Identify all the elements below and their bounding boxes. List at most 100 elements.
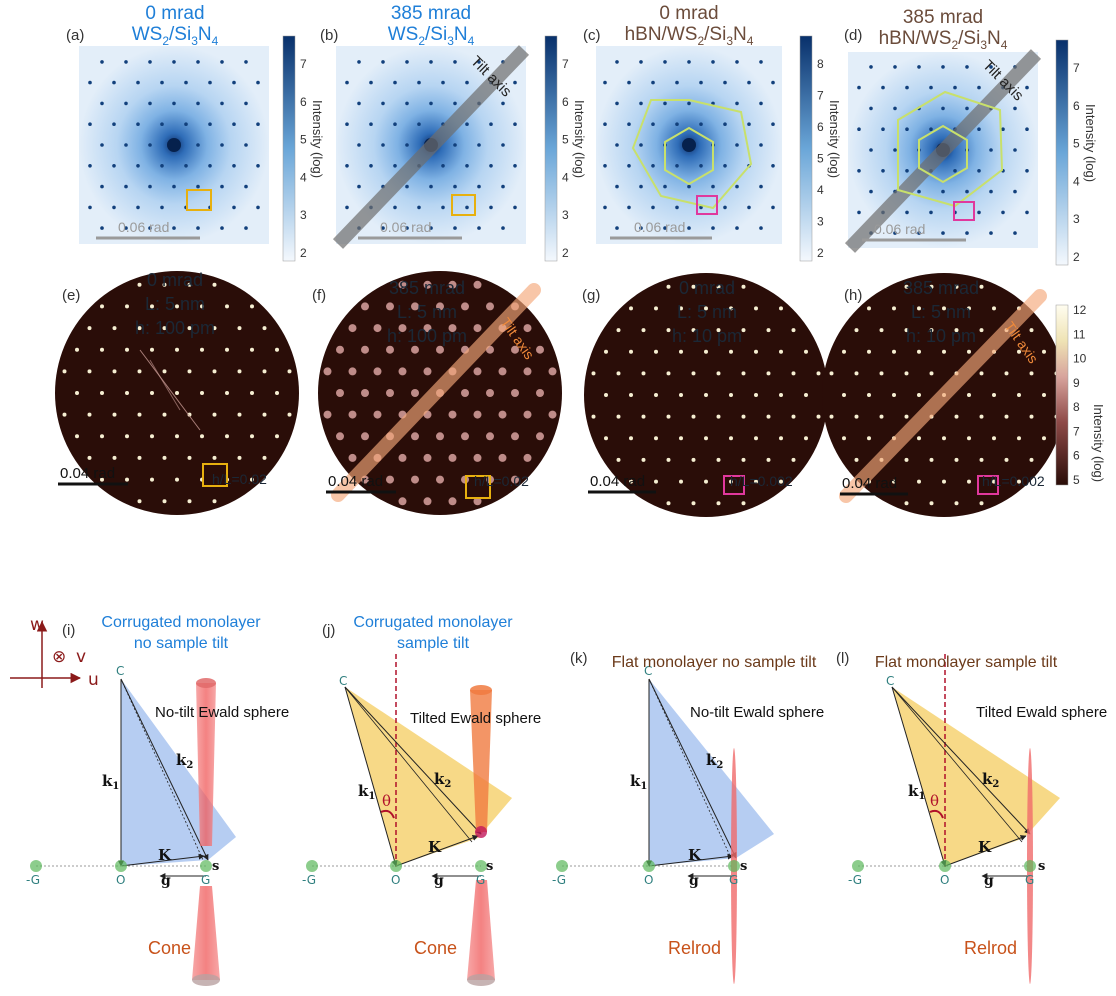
bragg-spot [615, 60, 619, 64]
sim-title-f: 385 mrad L: 5 nm h: 100 pm [352, 276, 502, 348]
k2-label: k2 [176, 751, 193, 771]
colorbar-tick: 2 [300, 246, 307, 260]
sim-spot [449, 497, 457, 505]
sim-spot [75, 434, 79, 438]
sim-spot [629, 393, 633, 397]
bragg-spot [881, 127, 885, 131]
sim-spot [336, 432, 344, 440]
bragg-spot [453, 102, 457, 106]
g-label: g [984, 873, 994, 889]
bragg-spot [244, 185, 248, 189]
sim-spot [499, 454, 507, 462]
diagram-i: (i) C No-tilt Ewald sphere k1 k2 K s g O… [26, 622, 289, 986]
bragg-spot [1013, 107, 1017, 111]
bragg-spot [417, 81, 421, 85]
sim-spot [704, 480, 708, 484]
bragg-spot [651, 206, 655, 210]
bragg-spot [244, 102, 248, 106]
diag-title-j: Corrugated monolayer sample tilt [348, 612, 518, 654]
bragg-spot [759, 185, 763, 189]
bragg-spot [489, 206, 493, 210]
bragg-spot [148, 60, 152, 64]
scale-label: 0.06 rad [118, 219, 169, 235]
bragg-spot [989, 190, 993, 194]
sim-spot [704, 350, 708, 354]
sim-spot [867, 436, 871, 440]
sim-spot [138, 499, 142, 503]
bragg-spot [345, 81, 349, 85]
cone-base [192, 974, 220, 986]
bragg-spot [687, 60, 691, 64]
sim-spot [336, 389, 344, 397]
sim-spot [113, 456, 117, 460]
sim-spot [88, 369, 92, 373]
bragg-spot [759, 226, 763, 230]
sim-spot [63, 369, 67, 373]
sim-spot [213, 499, 217, 503]
bragg-spot [977, 127, 981, 131]
sim-spot [855, 415, 859, 419]
scale-label: 0.04 rad [328, 473, 383, 490]
sim-spot [125, 348, 129, 352]
sim-spot [125, 434, 129, 438]
sim-spot [692, 458, 696, 462]
ratio-label: h/L=0.02 [212, 471, 267, 487]
bragg-spot [405, 60, 409, 64]
sim-spot [200, 434, 204, 438]
sim-spot [336, 346, 344, 354]
sim-spot [1005, 371, 1009, 375]
bragg-spot [148, 102, 152, 106]
sim-spot [1017, 393, 1021, 397]
panel-letter: (g) [582, 287, 600, 304]
intersection-point [475, 826, 487, 838]
O-label: O [116, 873, 125, 887]
bragg-spot [369, 122, 373, 126]
sim-spot [717, 501, 721, 505]
sim-spot [967, 480, 971, 484]
bragg-spot [917, 190, 921, 194]
C-label: C [886, 674, 894, 688]
sim-spot [792, 415, 796, 419]
sim-spot [125, 391, 129, 395]
sim-spot [1030, 458, 1034, 462]
sim-spot [536, 389, 544, 397]
bragg-spot [88, 122, 92, 126]
bragg-spot [136, 164, 140, 168]
bragg-spot [699, 81, 703, 85]
bragg-spot [639, 60, 643, 64]
sim-spot [486, 432, 494, 440]
bragg-spot [220, 102, 224, 106]
bragg-spot [393, 206, 397, 210]
bragg-spot [941, 107, 945, 111]
sim-spot [163, 413, 167, 417]
bragg-spot [615, 226, 619, 230]
sim-spot [942, 350, 946, 354]
bragg-spot [735, 185, 739, 189]
sim-spot [499, 367, 507, 375]
sim-spot [486, 389, 494, 397]
sample-title: WS2/Si3N4 [336, 24, 526, 52]
panel-letter: (l) [836, 650, 849, 667]
sim-spot [892, 393, 896, 397]
colorbar-label: Intensity (log) [310, 100, 325, 178]
bragg-spot [441, 164, 445, 168]
bragg-spot [893, 107, 897, 111]
sim-spot [461, 389, 469, 397]
bragg-spot [663, 185, 667, 189]
negG-label: -G [848, 873, 862, 887]
bragg-spot [869, 107, 873, 111]
bragg-spot [1025, 86, 1029, 90]
sim-spot [604, 393, 608, 397]
sim-spot [436, 476, 444, 484]
bragg-spot [759, 60, 763, 64]
bragg-spot [513, 206, 517, 210]
sim-spot [955, 458, 959, 462]
sim-spot [225, 391, 229, 395]
G-label: G [729, 873, 738, 887]
tilt-title: 0 mrad [632, 276, 782, 300]
bragg-spot [172, 60, 176, 64]
s-label: s [486, 859, 493, 874]
sim-spot [411, 432, 419, 440]
bragg-spot [465, 81, 469, 85]
sim-spot [767, 458, 771, 462]
